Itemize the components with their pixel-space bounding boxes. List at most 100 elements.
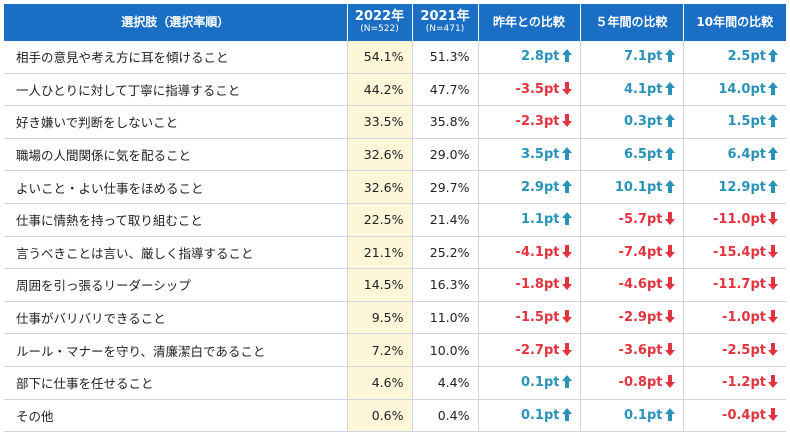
row-label-text: 好き嫌いで判断をしないこと	[16, 115, 179, 131]
table-row: 一人ひとりに対して丁寧に指導すること 44.2% 47.7% -3.5pt 4.1pt 1…	[4, 73, 786, 107]
arrow-up-icon	[561, 375, 572, 389]
arrow-up-icon	[664, 81, 675, 95]
diff-d5-text: -4.6pt	[618, 277, 663, 293]
value-2021: 25.2%	[412, 236, 479, 270]
value-2022-text: 0.6%	[371, 407, 404, 423]
row-label: 部下に仕事を任せること	[4, 366, 348, 400]
row-label: その他	[4, 399, 348, 433]
diff-d5: -5.7pt	[580, 203, 684, 237]
value-2022: 32.6%	[347, 170, 413, 204]
arrow-down-icon	[561, 244, 572, 258]
row-label-text: 仕事に情熱を持って取り組むこと	[16, 213, 203, 229]
diff-d5: -7.4pt	[580, 236, 684, 270]
diff-d10: -11.7pt	[683, 268, 786, 302]
header-cmp-10years: 10年間の比較	[683, 4, 786, 41]
arrow-down-icon	[664, 342, 675, 356]
arrow-up-icon	[664, 114, 675, 128]
diff-d5: -2.9pt	[580, 301, 684, 335]
diff-d5: 10.1pt	[580, 170, 684, 204]
diff-d10-text: 14.0pt	[718, 81, 766, 97]
arrow-up-icon	[664, 147, 675, 161]
arrow-down-icon	[768, 277, 778, 291]
arrow-down-icon	[664, 375, 675, 389]
row-label-text: 相手の意見や考え方に耳を傾けること	[16, 50, 229, 66]
value-2022: 4.6%	[347, 366, 413, 400]
diff-d5: 6.5pt	[580, 138, 684, 172]
diff-d10-text: -1.2pt	[722, 375, 766, 391]
diff-d1-text: -1.5pt	[515, 310, 560, 326]
header-cmp-5years: ５年間の比較	[580, 4, 684, 41]
value-2022: 0.6%	[347, 399, 413, 433]
value-2022-text: 21.1%	[363, 244, 404, 260]
diff-d1: -3.5pt	[478, 73, 581, 107]
value-2021: 47.7%	[412, 73, 479, 107]
arrow-down-icon	[561, 310, 572, 324]
diff-d1-text: 2.9pt	[520, 179, 560, 195]
diff-d10-text: -0.4pt	[722, 407, 766, 423]
value-2022: 7.2%	[347, 333, 413, 367]
value-2022: 14.5%	[347, 268, 413, 302]
diff-d1-text: 1.1pt	[520, 212, 560, 228]
table-row: 部下に仕事を任せること 4.6% 4.4% 0.1pt -0.8pt -1.2pt	[4, 366, 786, 400]
diff-d10: 14.0pt	[683, 73, 786, 107]
comparison-table: 選択肢（選択率順） 2022年 (N=522) 2021年 (N=471) 昨年…	[4, 4, 786, 433]
diff-d5-text: 0.1pt	[623, 407, 663, 423]
table-row: 言うべきことは言い、厳しく指導すること 21.1% 25.2% -4.1pt -7.4p…	[4, 236, 786, 270]
diff-d10-text: 6.4pt	[727, 147, 766, 163]
row-label: 言うべきことは言い、厳しく指導すること	[4, 236, 348, 270]
value-2022: 22.5%	[347, 203, 413, 237]
row-label: 仕事がバリバリできること	[4, 301, 348, 335]
header-choice: 選択肢（選択率順）	[4, 4, 348, 41]
row-label: 一人ひとりに対して丁寧に指導すること	[4, 73, 348, 107]
row-label: 周囲を引っ張るリーダーシップ	[4, 268, 348, 302]
value-2021-text: 0.4%	[437, 407, 470, 423]
diff-d5-text: -2.9pt	[618, 310, 663, 326]
arrow-down-icon	[561, 342, 572, 356]
diff-d1: 2.9pt	[478, 170, 581, 204]
value-2022: 32.6%	[347, 138, 413, 172]
value-2022: 21.1%	[347, 236, 413, 270]
arrow-down-icon	[561, 81, 572, 95]
arrow-up-icon	[664, 179, 675, 193]
diff-d10: 1.5pt	[683, 105, 786, 139]
diff-d10-text: -11.7pt	[713, 277, 766, 293]
row-label-text: ルール・マナーを守り、清廉潔白であること	[16, 343, 266, 359]
row-label: 好き嫌いで判断をしないこと	[4, 105, 348, 139]
diff-d10: -2.5pt	[683, 333, 786, 367]
diff-d10: -1.2pt	[683, 366, 786, 400]
diff-d10-text: -11.0pt	[713, 212, 766, 228]
value-2022-text: 7.2%	[371, 342, 404, 358]
arrow-down-icon	[768, 310, 778, 324]
diff-d1: -2.3pt	[478, 105, 581, 139]
arrow-down-icon	[664, 212, 675, 226]
diff-d5-text: 0.3pt	[623, 114, 663, 130]
diff-d1: 1.1pt	[478, 203, 581, 237]
value-2021-text: 47.7%	[429, 81, 470, 97]
diff-d1: 0.1pt	[478, 366, 581, 400]
diff-d1: -1.8pt	[478, 268, 581, 302]
value-2022: 44.2%	[347, 73, 413, 107]
value-2021: 4.4%	[412, 366, 479, 400]
diff-d5: -0.8pt	[580, 366, 684, 400]
row-label-text: 周囲を引っ張るリーダーシップ	[16, 278, 191, 294]
value-2021: 29.0%	[412, 138, 479, 172]
diff-d10: 12.9pt	[683, 170, 786, 204]
row-label-text: よいこと・よい仕事をほめること	[16, 180, 204, 196]
row-label: 職場の人間関係に気を配ること	[4, 138, 348, 172]
diff-d1-text: -3.5pt	[515, 81, 560, 97]
diff-d5-text: 10.1pt	[614, 179, 663, 195]
arrow-up-icon	[768, 81, 778, 95]
header-2021-year: 2021年	[420, 8, 470, 24]
header-2022-n: (N=522)	[360, 24, 399, 35]
arrow-down-icon	[768, 342, 778, 356]
diff-d1-text: -2.3pt	[515, 114, 560, 130]
table-row: 好き嫌いで判断をしないこと 33.5% 35.8% -2.3pt 0.3pt 1.5pt	[4, 105, 786, 139]
value-2021-text: 4.4%	[437, 375, 470, 391]
value-2022: 54.1%	[347, 41, 413, 74]
diff-d5-text: 6.5pt	[623, 147, 663, 163]
header-cmp-last-year: 昨年との比較	[478, 4, 581, 41]
diff-d5-text: -3.6pt	[618, 342, 663, 358]
arrow-up-icon	[561, 49, 572, 63]
diff-d1: 2.8pt	[478, 41, 581, 74]
value-2021-text: 16.3%	[429, 277, 470, 293]
